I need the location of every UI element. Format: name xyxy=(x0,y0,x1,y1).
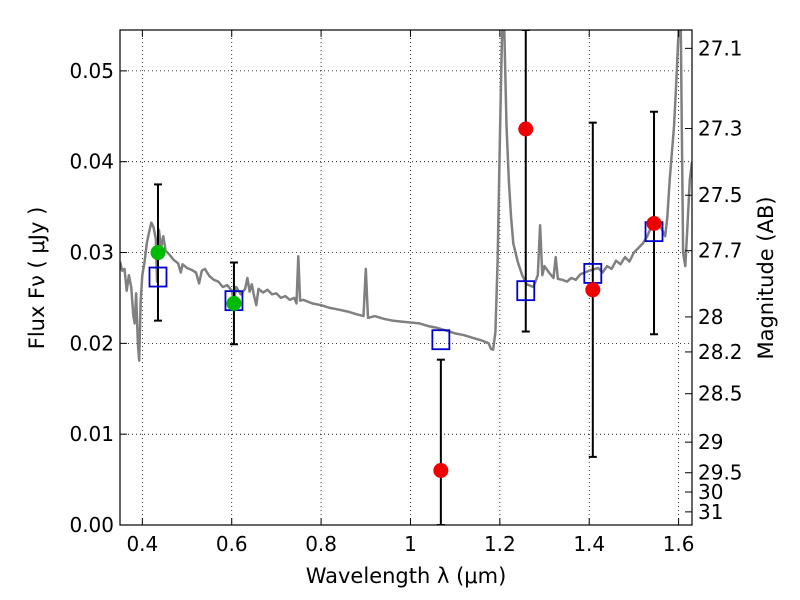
observed-point-marker xyxy=(646,215,662,231)
x-tick-label: 0.4 xyxy=(126,532,158,556)
x-tick-label: 0.8 xyxy=(305,532,337,556)
right-tick-label: 28 xyxy=(698,305,723,329)
y-tick-label: 0.00 xyxy=(69,513,114,537)
right-tick-label: 29 xyxy=(698,430,723,454)
y-tick-label: 0.03 xyxy=(69,241,114,265)
observed-point-marker xyxy=(433,463,449,479)
y-axis-label: Flux Fν ( μJy ) xyxy=(25,207,49,350)
model-square-marker xyxy=(516,280,536,302)
y-tick-label: 0.02 xyxy=(69,331,114,355)
right-axis-label: Magnitude (AB) xyxy=(754,196,778,359)
x-tick-label: 1 xyxy=(404,532,417,556)
right-tick-label: 27.1 xyxy=(698,36,743,60)
observed-point-marker xyxy=(226,295,242,311)
y-tick-label: 0.01 xyxy=(69,422,114,446)
observed-point-marker xyxy=(518,121,534,137)
right-tick-label: 31 xyxy=(698,500,723,524)
right-tick-label: 27.3 xyxy=(698,117,743,141)
spectrum-line xyxy=(120,30,692,362)
plot-frame xyxy=(119,29,693,526)
observed-point-marker xyxy=(585,282,601,298)
model-square-marker xyxy=(431,329,451,351)
observed-point-marker xyxy=(150,245,166,261)
model-square-marker xyxy=(148,266,168,288)
right-tick-label: 30 xyxy=(698,480,723,504)
right-tick-label: 27.7 xyxy=(698,239,743,263)
x-tick-label: 1.4 xyxy=(573,532,605,556)
y-tick-label: 0.05 xyxy=(69,59,114,83)
right-tick-label: 28.2 xyxy=(698,340,743,364)
x-axis-ticks: 0.4 0.6 0.8 1 1.2 1.4 1.6 xyxy=(126,30,695,556)
right-tick-label: 29.5 xyxy=(698,461,743,485)
y-axis-ticks: 0.00 0.01 0.02 0.03 0.04 0.05 xyxy=(69,59,127,537)
x-tick-label: 1.6 xyxy=(663,532,695,556)
x-tick-label: 1.2 xyxy=(484,532,516,556)
plot-area xyxy=(120,30,692,525)
x-axis-label: Wavelength λ (μm) xyxy=(306,564,507,588)
y-tick-label: 0.04 xyxy=(69,150,114,174)
right-tick-label: 27.5 xyxy=(698,183,743,207)
right-tick-label: 28.5 xyxy=(698,382,743,406)
x-tick-label: 0.6 xyxy=(216,532,248,556)
